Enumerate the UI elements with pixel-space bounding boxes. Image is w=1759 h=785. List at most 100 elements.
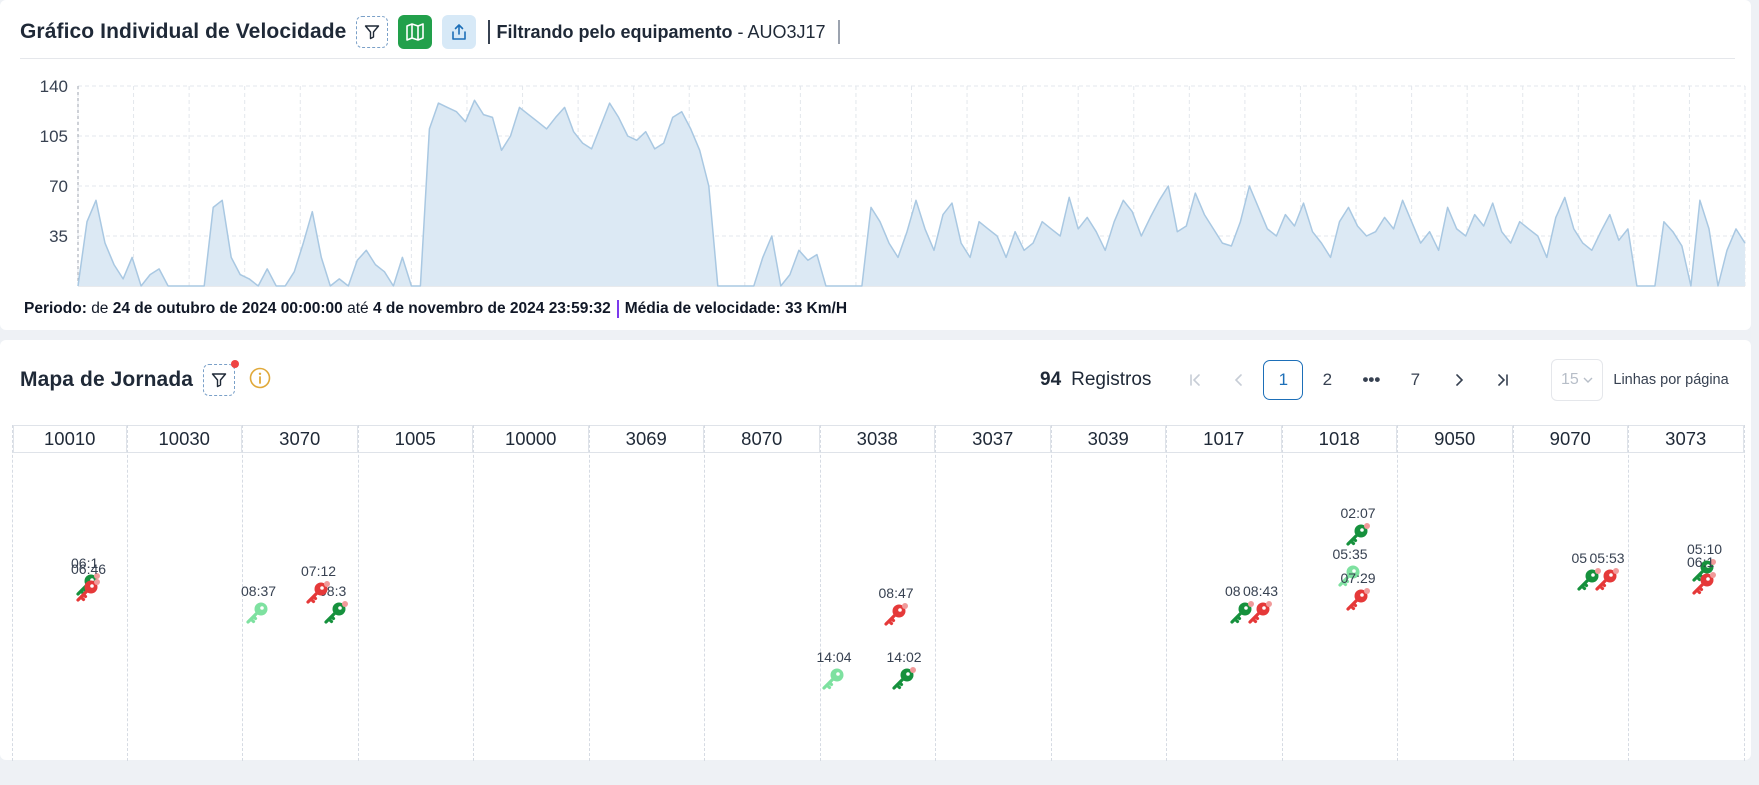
speed-chart: 35 70 105 140 xyxy=(40,77,1746,287)
column-header: 10000 xyxy=(474,425,589,453)
journey-column: 3037 xyxy=(936,425,1052,761)
key-icon xyxy=(1230,601,1254,624)
records-label: Registros xyxy=(1071,369,1152,390)
prev-page-button[interactable] xyxy=(1219,360,1259,400)
event-time: 06:1 xyxy=(71,555,99,571)
filter-active-dot xyxy=(231,360,240,368)
header-divider xyxy=(20,58,1735,59)
map-title: Mapa de Jornada xyxy=(20,368,194,391)
filter-sep: - xyxy=(732,22,748,42)
journey-column: 3039 xyxy=(1051,425,1167,761)
column-header: 3038 xyxy=(820,425,935,453)
event-time: 14:02 xyxy=(886,649,922,665)
event-time: 05:35 xyxy=(1332,546,1368,562)
journey-column: 3073 05:10 06:1 xyxy=(1629,425,1745,761)
filter-button[interactable] xyxy=(356,16,389,48)
event-time: 05 xyxy=(1571,550,1588,566)
journey-column: 8070 xyxy=(705,425,821,761)
last-page-icon xyxy=(1498,374,1509,386)
ignition-event[interactable]: 06:46 xyxy=(71,561,111,611)
media-label: Média de velocidade: xyxy=(624,300,781,318)
ignition-event[interactable]: 05 xyxy=(1572,550,1612,600)
journey-column: 10030 xyxy=(127,425,243,761)
rows-per-page-label: Linhas por página xyxy=(1613,372,1729,388)
event-time: 14:04 xyxy=(816,649,852,665)
first-page-icon xyxy=(1190,374,1201,386)
ignition-event[interactable]: 08 xyxy=(1225,583,1265,633)
chevron-right-icon xyxy=(1456,374,1464,386)
periodo-ate: até xyxy=(347,300,369,318)
media-value: 33 Km/H xyxy=(784,300,848,318)
share-icon xyxy=(452,24,467,40)
journey-column: 1005 xyxy=(358,425,474,761)
key-icon xyxy=(1345,523,1370,546)
event-time: 06:1 xyxy=(1687,554,1715,570)
ignition-event[interactable]: 06:1 xyxy=(71,555,111,605)
y-tick-label: 35 xyxy=(49,227,68,246)
column-header: 1018 xyxy=(1282,425,1397,453)
pagination-bar: 94 Registros 1 2 ••• 7 15 Linhas por pág… xyxy=(1040,359,1729,401)
key-icon xyxy=(1337,565,1359,587)
ignition-event[interactable]: 05:35 xyxy=(1333,546,1373,596)
journey-column: 10000 xyxy=(474,425,590,761)
key-icon xyxy=(1576,568,1601,591)
first-page-button[interactable] xyxy=(1175,360,1215,400)
rows-per-page-value: 15 xyxy=(1560,371,1579,388)
column-header: 8070 xyxy=(705,425,820,453)
periodo-divider xyxy=(616,300,619,318)
ignition-event[interactable]: 08:43 xyxy=(1243,583,1283,633)
filter-prefix: Filtrando pelo equipamento xyxy=(496,22,733,42)
page-2-button[interactable]: 2 xyxy=(1322,370,1333,389)
event-time: 05:53 xyxy=(1589,550,1625,566)
journey-column: 10010 06:1 06:46 xyxy=(12,425,128,761)
y-tick-label: 105 xyxy=(40,127,68,146)
ignition-event[interactable]: 02:07 xyxy=(1341,505,1381,555)
page-ellipsis[interactable]: ••• xyxy=(1362,370,1381,389)
ignition-event[interactable]: 14:04 xyxy=(817,649,857,699)
rows-per-page-select[interactable]: 15 xyxy=(1551,359,1604,401)
ignition-event[interactable]: 07:12 xyxy=(301,563,341,613)
page-1-button[interactable]: 1 xyxy=(1263,360,1304,400)
speed-series-line xyxy=(77,99,1746,287)
info-button[interactable] xyxy=(249,367,271,394)
column-header: 9050 xyxy=(1398,425,1513,453)
ignition-event[interactable]: 08:37 xyxy=(241,583,281,633)
column-header: 3070 xyxy=(243,425,358,453)
period-summary: Periodo: de 24 de outubro de 2024 00:00:… xyxy=(24,300,847,318)
event-time: 07:29 xyxy=(1340,570,1376,586)
journey-map-card: Mapa de Jornada xyxy=(0,340,1751,760)
ignition-event[interactable]: 08:47 xyxy=(879,585,919,635)
key-icon xyxy=(324,601,348,624)
last-page-button[interactable] xyxy=(1483,360,1523,400)
chevron-down-icon xyxy=(1583,377,1593,383)
records-count: 94 xyxy=(1040,369,1062,390)
key-icon xyxy=(821,668,843,690)
journey-column: 1018 05:35 02:07 07:29 xyxy=(1282,425,1398,761)
key-icon xyxy=(1692,572,1716,595)
column-header: 3039 xyxy=(1051,425,1166,453)
share-button[interactable] xyxy=(442,15,477,49)
map-filter-button[interactable] xyxy=(203,360,240,396)
journey-column: 3038 14:04 14:02 08:47 xyxy=(817,425,936,761)
periodo-end: 4 de novembro de 2024 23:59:32 xyxy=(372,300,611,318)
column-header: 3073 xyxy=(1629,425,1744,453)
filter-value: AUO3J17 xyxy=(747,22,826,42)
speed-area xyxy=(78,100,1745,286)
journey-columns: 10010 06:1 06:46 10030 3070 08:37 08:3 07:12 100… xyxy=(12,425,1745,761)
journey-column: 3070 08:37 08:3 07:12 xyxy=(241,425,359,761)
ignition-event[interactable]: 07:29 xyxy=(1341,570,1381,620)
event-time: 08:37 xyxy=(241,583,277,599)
ignition-event[interactable]: 14:02 xyxy=(887,649,927,699)
ignition-event[interactable]: 06:1 xyxy=(1687,554,1727,604)
ignition-event[interactable]: 05:53 xyxy=(1590,550,1630,600)
ignition-event[interactable]: 05:10 xyxy=(1687,541,1727,591)
page-7-button[interactable]: 7 xyxy=(1410,370,1421,389)
map-button[interactable] xyxy=(398,15,433,49)
next-page-button[interactable] xyxy=(1439,360,1479,400)
column-header: 1017 xyxy=(1167,425,1282,453)
filter-status: Filtrando pelo equipamento - AUO3J17 xyxy=(488,20,840,44)
filter-icon xyxy=(365,25,380,40)
key-icon xyxy=(1345,588,1370,611)
filter-icon xyxy=(211,373,227,388)
event-time: 08:47 xyxy=(878,585,914,601)
